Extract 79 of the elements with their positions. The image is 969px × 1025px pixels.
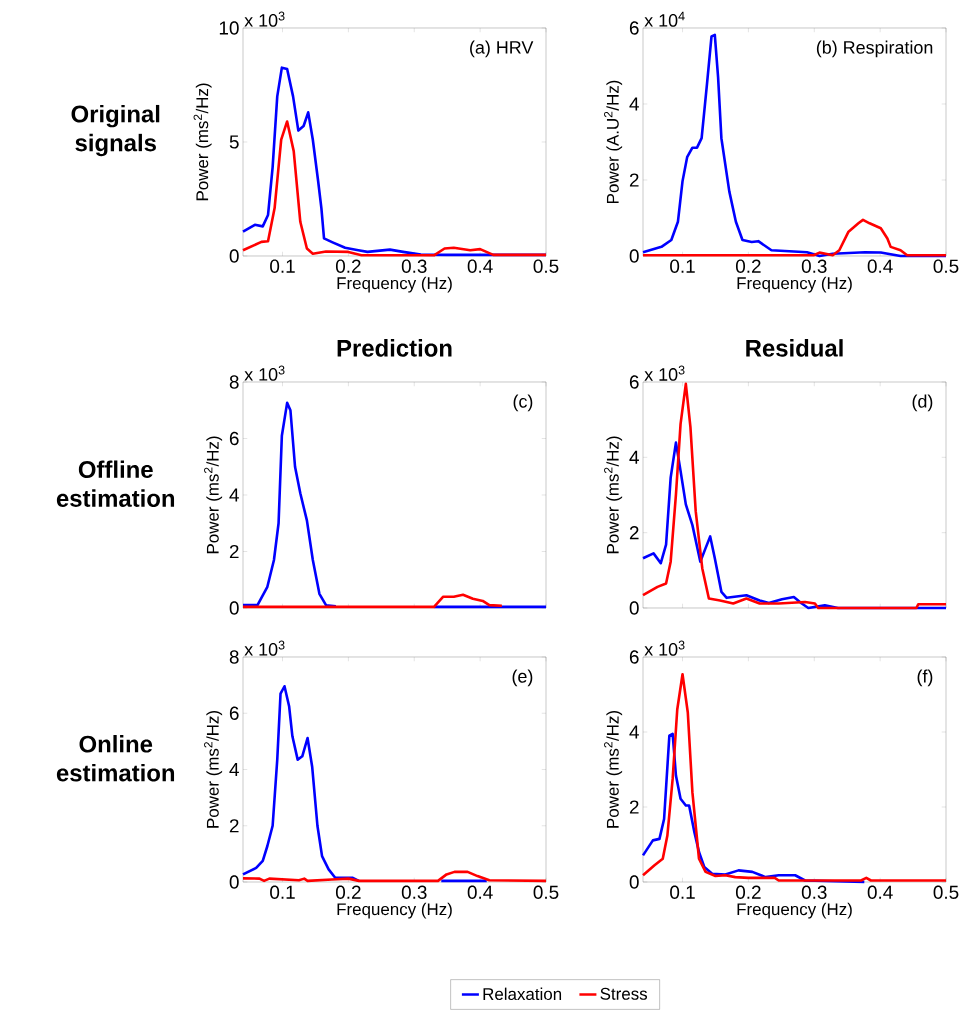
chart-title: Prediction (337, 339, 452, 357)
y-tick-label: 4 (229, 762, 239, 777)
x-tick-label: 0.3 (801, 885, 827, 899)
y-tick-label: 10 (219, 21, 239, 35)
x-tick-label: 0.1 (270, 259, 295, 273)
y-tick-label: 4 (629, 97, 639, 111)
x-tick-label: 0.2 (735, 259, 761, 273)
y-tick-label: 2 (229, 819, 239, 833)
x-tick-label: 0.3 (401, 259, 427, 273)
line-series (641, 382, 948, 610)
y-axis-title: Power (ms$^{2}$/Hz) (193, 83, 212, 201)
chart-title: Residual (746, 339, 843, 357)
text: x 10$^{3}$ (244, 640, 285, 656)
y-tick-label: 6 (229, 431, 239, 446)
x-tick-label: 0.1 (270, 885, 295, 899)
y-axis-title: Power (ms$^{2}$/Hz) (604, 711, 623, 828)
x-axis-title: Frequency (Hz) (737, 276, 852, 293)
x-tick-label: 0.5 (933, 885, 959, 899)
y-tick-label: 8 (229, 375, 239, 389)
y-tick-label: 2 (629, 173, 639, 187)
y-tick-label: 2 (629, 526, 639, 540)
annotation: (d) (912, 394, 933, 412)
text: x 10$^{4}$ (644, 11, 685, 27)
y-tick-label: 0 (629, 601, 639, 615)
text: x 10$^{3}$ (244, 11, 285, 27)
legend-label: Relaxation (483, 987, 562, 1001)
x-tick-label: 0.4 (467, 885, 493, 899)
text: x 10$^{3}$ (244, 365, 285, 381)
text: x 10$^{3}$ (644, 365, 685, 381)
x-tick-label: 0.5 (933, 259, 959, 273)
annotation: (e) (512, 669, 533, 687)
y-tick-label: 2 (229, 544, 239, 559)
y-axis-title: Power (ms$^{2}$/Hz) (204, 436, 223, 554)
text: x 10$^{3}$ (644, 640, 685, 656)
y-tick-label: 6 (229, 706, 239, 720)
x-tick-label: 0.4 (467, 259, 493, 273)
line-series (241, 120, 548, 257)
line-series (241, 870, 548, 883)
text: Offline estimation (56, 460, 175, 507)
x-tick-label: 0.1 (670, 259, 695, 273)
y-tick-label: 6 (629, 650, 639, 664)
legend-label: Stress (600, 987, 648, 1000)
y-tick-label: 6 (629, 375, 639, 389)
y-tick-label: 0 (629, 249, 639, 263)
y-axis-title: Power (A.U$^{2}$/Hz) (604, 80, 623, 203)
x-tick-label: 0.2 (335, 259, 361, 273)
y-tick-label: 4 (229, 488, 239, 502)
x-tick-label: 0.2 (335, 885, 361, 899)
x-tick-label: 0.2 (735, 885, 761, 899)
y-tick-label: 0 (229, 601, 239, 615)
x-tick-label: 0.3 (801, 259, 827, 273)
line-series (241, 593, 504, 609)
y-axis-title: Power (ms$^{2}$/Hz) (204, 711, 223, 828)
x-tick-label: 0.5 (533, 259, 559, 273)
y-tick-label: 4 (629, 450, 639, 464)
annotation: (c) (513, 394, 533, 412)
y-axis-title: Power (ms$^{2}$/Hz) (604, 436, 623, 554)
y-tick-label: 0 (629, 875, 639, 889)
y-tick-label: 6 (629, 21, 639, 35)
x-tick-label: 0.5 (533, 885, 559, 899)
x-tick-label: 0.1 (670, 885, 695, 899)
text: Online estimation (56, 735, 175, 782)
y-tick-label: 4 (629, 725, 639, 739)
line-series (641, 218, 948, 257)
x-axis-title: Frequency (Hz) (737, 902, 852, 919)
x-tick-label: 0.4 (867, 885, 893, 899)
y-tick-label: 2 (629, 800, 639, 814)
y-tick-label: 0 (229, 249, 239, 263)
annotation: (a) HRV (470, 40, 534, 58)
annotation: (b) Respiration (816, 40, 933, 58)
annotation: (f) (917, 669, 933, 687)
x-axis-title: Frequency (Hz) (337, 902, 452, 919)
x-tick-label: 0.4 (867, 259, 893, 273)
y-tick-label: 0 (229, 875, 239, 889)
text: Original signals (71, 104, 160, 157)
x-tick-label: 0.3 (401, 885, 427, 899)
y-tick-label: 5 (229, 135, 239, 149)
x-axis-title: Frequency (Hz) (337, 276, 452, 293)
y-tick-label: 8 (229, 650, 239, 664)
